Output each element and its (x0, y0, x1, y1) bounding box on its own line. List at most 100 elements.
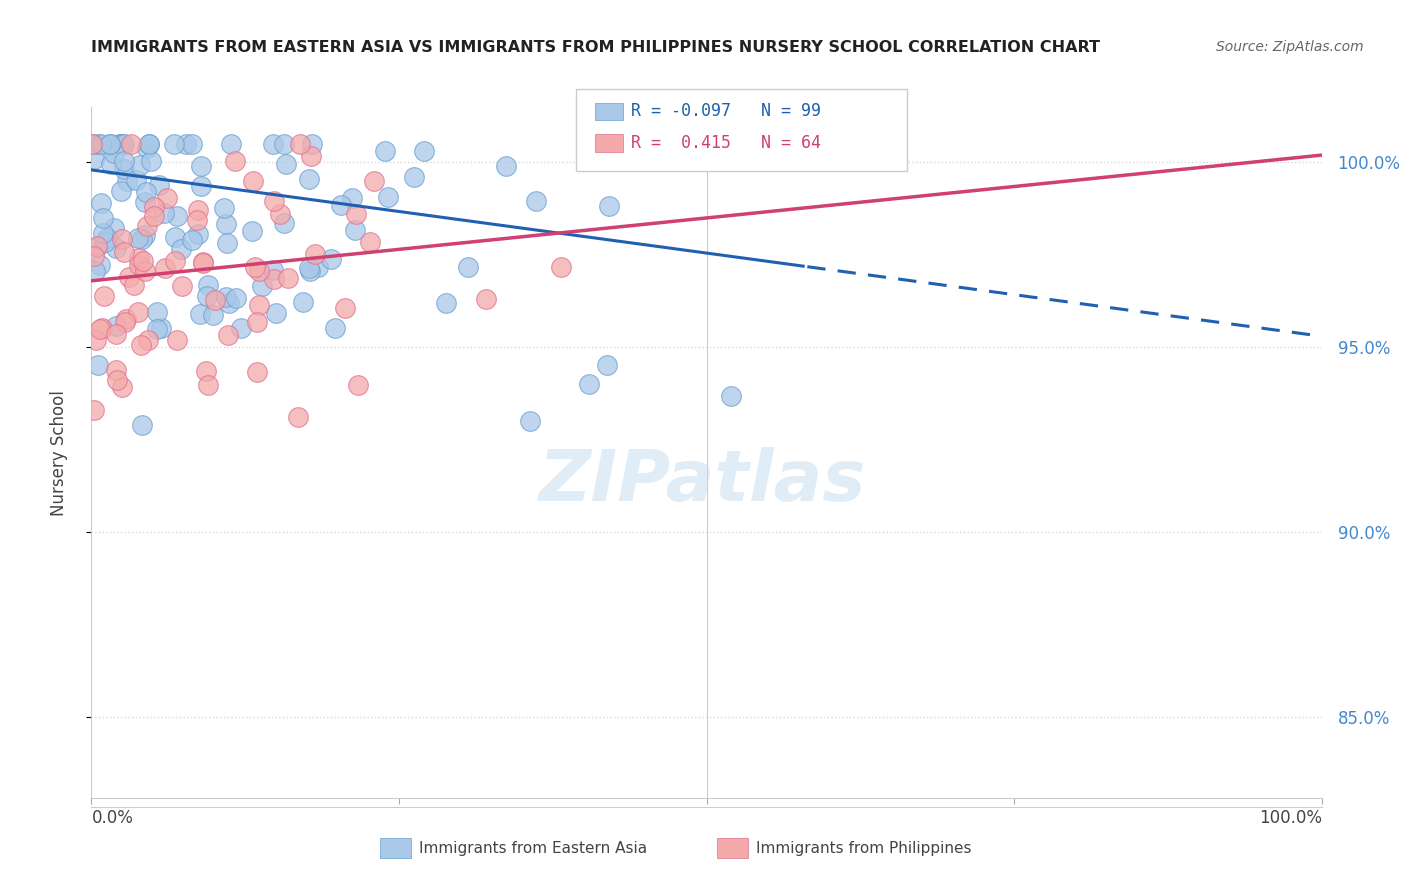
Point (195, 289, 218, 303)
Point (274, 157, 297, 171)
Point (90, 136, 112, 151)
Point (174, 136, 197, 151)
Point (212, 201, 235, 215)
Point (98, 136, 121, 151)
Point (139, 153, 162, 168)
Point (247, 263, 270, 277)
Point (163, 136, 186, 151)
Point (344, 206, 367, 220)
Point (135, 185, 157, 199)
Point (197, 278, 219, 293)
Point (307, 260, 329, 275)
Point (329, 198, 352, 212)
Point (142, 200, 165, 214)
Point (193, 255, 215, 269)
Point (202, 308, 225, 322)
Point (224, 154, 246, 169)
Point (131, 232, 153, 246)
Point (89, 322, 111, 336)
Point (112, 153, 135, 168)
Point (323, 321, 346, 335)
Point (131, 418, 153, 433)
Point (87, 136, 110, 151)
Point (264, 306, 287, 320)
Text: Immigrants from Philippines: Immigrants from Philippines (756, 841, 972, 855)
Point (128, 258, 150, 272)
Text: R = -0.097   N = 99: R = -0.097 N = 99 (631, 103, 821, 120)
Point (290, 136, 312, 151)
Point (110, 136, 132, 151)
Point (190, 179, 212, 194)
Point (298, 264, 321, 278)
Point (187, 202, 209, 217)
Point (218, 296, 240, 310)
Point (112, 136, 135, 151)
Point (145, 304, 167, 318)
Point (299, 148, 322, 162)
Point (105, 318, 128, 333)
Point (93, 289, 115, 303)
Point (190, 159, 212, 173)
Point (277, 271, 299, 285)
Point (250, 279, 273, 293)
Point (217, 236, 239, 251)
Point (110, 136, 132, 151)
Point (298, 261, 321, 276)
Point (412, 144, 434, 158)
Point (524, 194, 547, 209)
Point (344, 223, 367, 237)
Point (127, 231, 149, 245)
Point (149, 321, 172, 335)
Point (124, 173, 146, 187)
Point (105, 373, 128, 387)
Point (402, 169, 425, 184)
Point (301, 136, 323, 151)
Point (475, 293, 498, 307)
Point (146, 322, 169, 336)
Point (117, 269, 139, 284)
Point (347, 378, 370, 392)
Point (246, 315, 269, 329)
Point (359, 235, 381, 249)
Point (86, 240, 108, 254)
Point (578, 376, 600, 391)
Point (96, 230, 118, 244)
Point (112, 245, 135, 260)
Point (138, 136, 160, 151)
Point (186, 213, 208, 227)
Point (166, 333, 188, 347)
Point (246, 365, 269, 379)
Point (598, 199, 620, 213)
Point (111, 232, 134, 246)
Point (165, 254, 187, 268)
Point (262, 262, 284, 277)
Point (142, 209, 165, 223)
Point (262, 136, 284, 151)
Point (240, 224, 263, 238)
Point (87, 359, 110, 373)
Point (204, 293, 226, 308)
Point (219, 136, 242, 151)
Text: 100.0%: 100.0% (1258, 809, 1322, 827)
Text: ZIPatlas: ZIPatlas (540, 447, 866, 516)
Point (110, 184, 132, 198)
Point (115, 174, 138, 188)
Point (124, 278, 146, 293)
Point (138, 333, 160, 347)
Point (291, 294, 314, 309)
Point (273, 216, 295, 230)
Point (134, 264, 156, 278)
Point (304, 247, 326, 261)
Point (132, 254, 155, 268)
Point (217, 327, 239, 342)
Point (136, 219, 159, 233)
Point (100, 157, 122, 171)
Point (495, 159, 517, 173)
Text: Source: ZipAtlas.com: Source: ZipAtlas.com (1216, 40, 1364, 54)
Point (128, 251, 150, 265)
Point (83, 250, 105, 264)
Point (377, 190, 399, 204)
Point (193, 256, 215, 270)
Point (263, 272, 285, 286)
Point (225, 291, 247, 305)
